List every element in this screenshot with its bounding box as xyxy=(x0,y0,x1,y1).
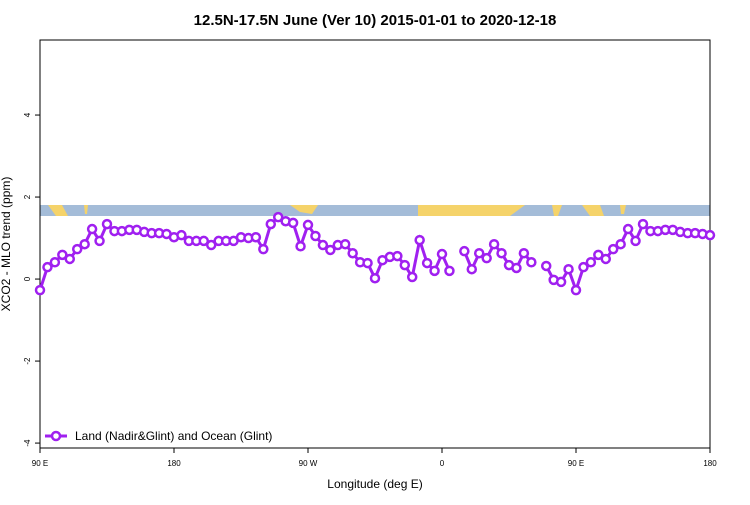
point xyxy=(600,253,612,265)
point xyxy=(637,218,649,230)
point xyxy=(392,250,403,262)
point xyxy=(414,234,425,246)
point xyxy=(496,247,507,259)
y-tick-label: 2 xyxy=(23,194,32,199)
point xyxy=(399,259,411,271)
point xyxy=(205,239,217,251)
x-tick-label: 90 E xyxy=(32,459,48,468)
land-shapes xyxy=(48,205,626,216)
point xyxy=(444,265,455,277)
point xyxy=(272,211,284,223)
legend-label: Land (Nadir&Glint) and Ocean (Glint) xyxy=(75,429,272,443)
point xyxy=(265,218,277,230)
plot-frame xyxy=(39,39,711,449)
map-band xyxy=(40,205,710,216)
point xyxy=(250,231,262,243)
point xyxy=(421,257,433,269)
y-tick-label: -4 xyxy=(23,439,32,447)
point xyxy=(622,223,634,235)
point xyxy=(287,217,299,229)
point xyxy=(94,235,105,247)
point xyxy=(295,241,306,252)
point xyxy=(339,238,351,250)
point xyxy=(429,265,440,277)
point xyxy=(302,219,314,231)
y-tick-label: 0 xyxy=(23,276,32,281)
point xyxy=(42,261,53,273)
point xyxy=(49,256,61,268)
point xyxy=(459,245,470,257)
point xyxy=(310,230,321,242)
point xyxy=(540,260,552,272)
point xyxy=(176,229,187,241)
point xyxy=(347,247,358,259)
point xyxy=(64,253,76,265)
point xyxy=(436,248,448,260)
point xyxy=(317,239,329,251)
legend: Land (Nadir&Glint) and Ocean (Glint) xyxy=(45,429,272,443)
legend-marker xyxy=(50,430,62,442)
point xyxy=(630,235,641,247)
point xyxy=(362,257,373,269)
point xyxy=(511,262,522,274)
x-tick-label: 180 xyxy=(703,459,717,468)
y-tick-label: 4 xyxy=(23,112,32,117)
x-tick-label: 90 W xyxy=(299,459,318,468)
x-axis-label: Longitude (deg E) xyxy=(327,477,422,491)
point xyxy=(325,244,336,256)
point xyxy=(57,249,68,261)
point xyxy=(369,272,381,284)
point xyxy=(570,284,582,296)
chart-title: 12.5N-17.5N June (Ver 10) 2015-01-01 to … xyxy=(194,12,557,29)
y-axis-label: XCO2 - MLO trend (ppm) xyxy=(0,177,13,312)
point xyxy=(518,247,530,259)
point xyxy=(473,247,485,259)
point xyxy=(481,252,492,264)
point xyxy=(563,263,574,275)
y-tick-label: -2 xyxy=(23,357,32,365)
point xyxy=(71,243,83,255)
point xyxy=(198,235,210,247)
point xyxy=(488,238,500,250)
point xyxy=(101,218,113,230)
point xyxy=(593,249,604,261)
point xyxy=(86,223,98,235)
x-tick-label: 90 E xyxy=(568,459,584,468)
point xyxy=(79,238,90,250)
point xyxy=(406,271,418,283)
x-tick-label: 0 xyxy=(440,459,445,468)
point xyxy=(258,243,269,255)
x-tick-label: 180 xyxy=(167,459,181,468)
point xyxy=(585,256,597,268)
point xyxy=(555,276,567,288)
point xyxy=(607,243,619,255)
point xyxy=(615,238,626,250)
point xyxy=(526,256,537,268)
point xyxy=(34,284,46,296)
point xyxy=(578,261,589,273)
point xyxy=(704,229,716,241)
point xyxy=(466,263,478,275)
